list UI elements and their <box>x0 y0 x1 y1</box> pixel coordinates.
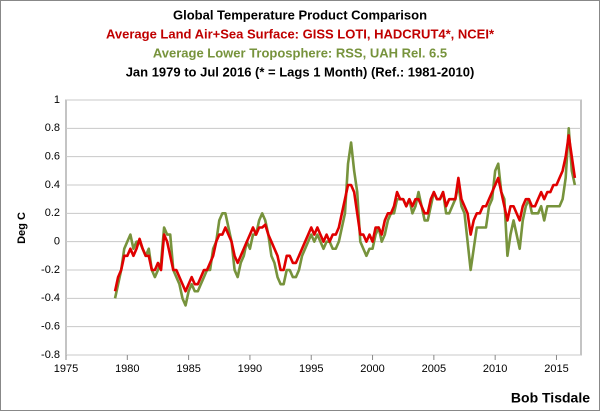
credit: Bob Tisdale <box>511 390 590 406</box>
y-tick-label: 0.2 <box>45 207 60 219</box>
series-line <box>113 134 577 293</box>
x-tick-label: 2000 <box>360 363 384 375</box>
series-line <box>113 127 577 307</box>
x-tick-label: 2015 <box>544 363 568 375</box>
subtitle: Average Lower Troposphere: RSS, UAH Rel.… <box>153 45 447 60</box>
x-tick-label: 1985 <box>176 363 200 375</box>
chart-title: Global Temperature Product Comparison <box>173 7 427 22</box>
x-tick-label: 2010 <box>483 363 507 375</box>
x-tick-label: 2005 <box>422 363 446 375</box>
subtitle: Average Land Air+Sea Surface: GISS LOTI,… <box>106 26 495 41</box>
y-tick-label: -0.2 <box>41 264 60 276</box>
x-tick-label: 1975 <box>54 363 78 375</box>
x-tick-label: 1980 <box>115 363 139 375</box>
y-tick-label: 0 <box>54 236 60 248</box>
y-tick-label: -0.4 <box>41 292 60 304</box>
subtitle: Jan 1979 to Jul 2016 (* = Lags 1 Month) … <box>126 64 475 79</box>
y-tick-label: -0.6 <box>41 321 60 333</box>
x-tick-label: 1995 <box>299 363 323 375</box>
plot-area <box>65 99 582 356</box>
y-axis-label: Deg C <box>16 212 28 244</box>
y-tick-label: -0.8 <box>41 349 60 361</box>
y-tick-label: 1 <box>54 94 60 106</box>
y-tick-label: 0.6 <box>45 151 60 163</box>
x-tick-label: 1990 <box>238 363 262 375</box>
y-tick-label: 0.8 <box>45 122 60 134</box>
y-tick-label: 0.4 <box>45 179 60 191</box>
